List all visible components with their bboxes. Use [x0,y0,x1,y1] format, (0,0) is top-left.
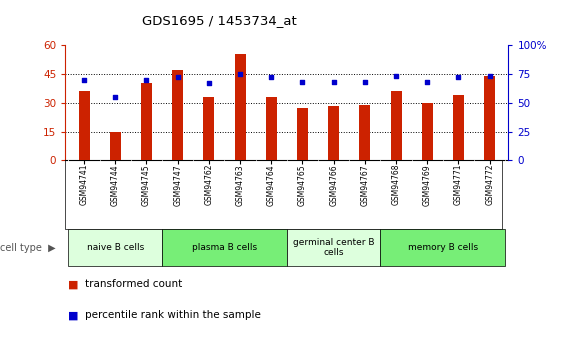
Text: GSM94762: GSM94762 [204,164,214,205]
Bar [422,103,433,160]
Bar [172,70,183,160]
Bar [453,95,464,160]
Text: ■: ■ [68,279,78,289]
Point [111,94,120,100]
Text: GSM94769: GSM94769 [423,164,432,206]
Point [329,79,338,85]
Text: GSM94772: GSM94772 [485,164,494,205]
Bar [391,91,402,160]
Bar [381,229,506,266]
Point [236,71,245,77]
Bar [110,131,121,160]
Bar [484,76,495,160]
Text: GSM94747: GSM94747 [173,164,182,206]
Point [485,73,494,79]
Point [391,73,400,79]
Text: GSM94765: GSM94765 [298,164,307,206]
Text: GSM94771: GSM94771 [454,164,463,205]
Text: transformed count: transformed count [85,279,182,289]
Point [423,79,432,85]
Point [173,75,182,80]
Text: naive B cells: naive B cells [86,243,144,252]
Point [142,77,151,82]
Bar [162,229,287,266]
Text: percentile rank within the sample: percentile rank within the sample [85,310,261,321]
Text: GSM94767: GSM94767 [360,164,369,206]
Text: plasma B cells: plasma B cells [192,243,257,252]
Bar [360,105,370,160]
Text: GSM94745: GSM94745 [142,164,151,206]
Text: GSM94764: GSM94764 [267,164,275,206]
Text: GDS1695 / 1453734_at: GDS1695 / 1453734_at [142,14,296,27]
Bar [328,107,339,160]
Point [204,80,214,86]
Text: memory B cells: memory B cells [408,243,478,252]
Text: GSM94741: GSM94741 [80,164,89,205]
Bar [297,108,308,160]
Point [360,79,369,85]
Bar [287,229,381,266]
Bar [203,97,214,160]
Text: cell type  ▶: cell type ▶ [0,243,56,253]
Point [80,77,89,82]
Text: GSM94766: GSM94766 [329,164,338,206]
Bar [68,229,162,266]
Bar [141,83,152,160]
Point [267,75,276,80]
Text: GSM94744: GSM94744 [111,164,120,206]
Bar [78,91,90,160]
Text: germinal center B
cells: germinal center B cells [293,238,374,257]
Bar [266,97,277,160]
Point [298,79,307,85]
Text: GSM94763: GSM94763 [236,164,245,206]
Text: ■: ■ [68,310,78,321]
Point [454,75,463,80]
Bar [235,55,245,160]
Text: GSM94768: GSM94768 [391,164,400,205]
